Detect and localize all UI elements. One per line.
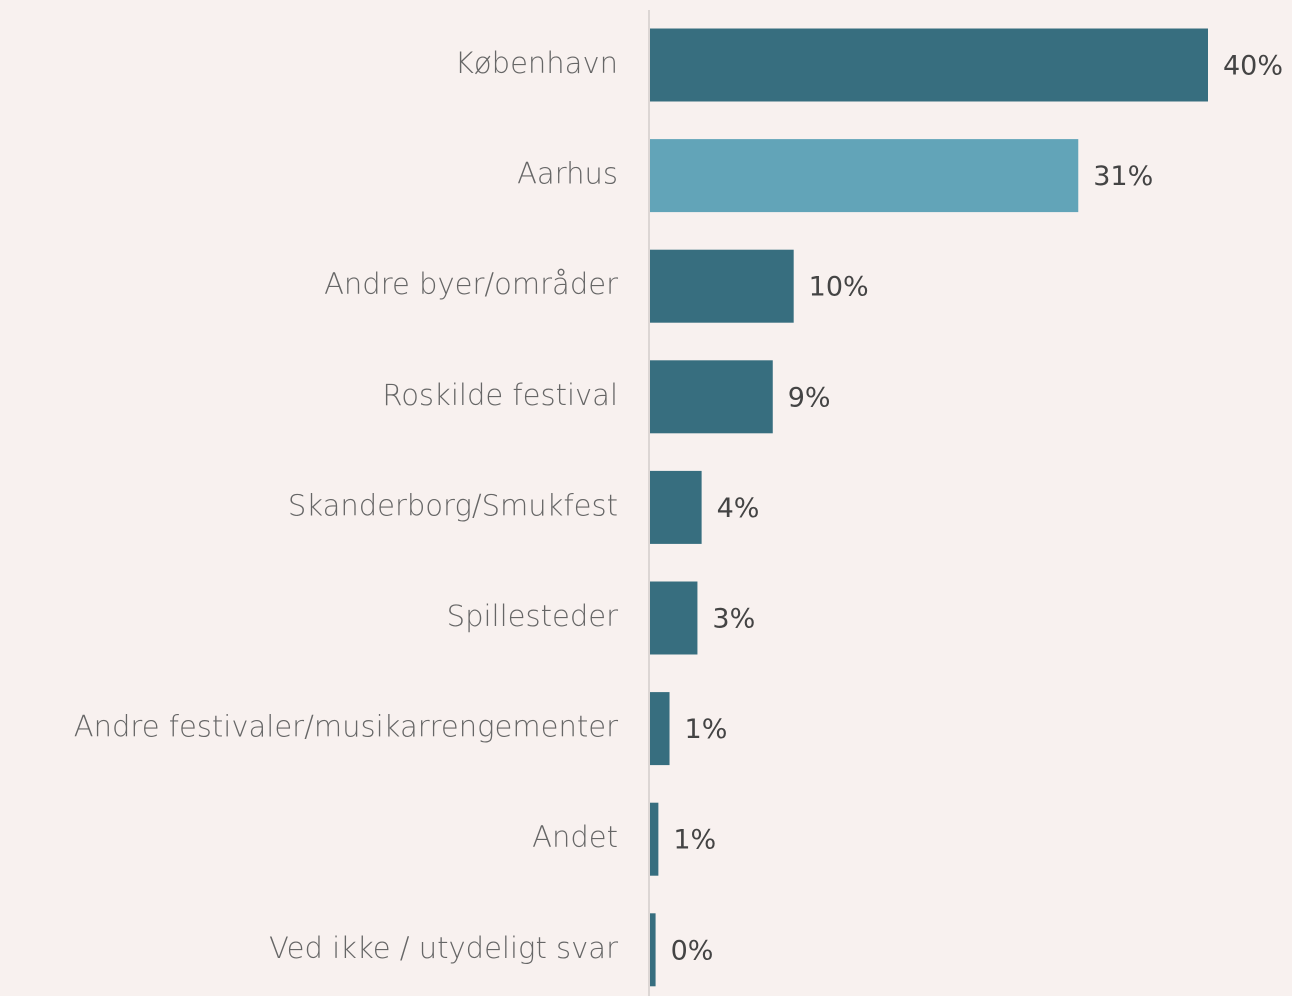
bar [650, 249, 794, 323]
category-label: Skanderborg/Smukfest [288, 488, 618, 522]
bar [650, 692, 670, 766]
value-label: 4% [717, 493, 760, 524]
bar [650, 581, 698, 655]
category-label: Ved ikke / utydeligt svar [269, 931, 618, 965]
value-label: 10% [809, 272, 869, 303]
category-label: Aarhus [517, 157, 618, 191]
bar [650, 470, 702, 544]
bar [650, 28, 1208, 102]
value-label: 1% [685, 714, 728, 745]
value-label: 1% [673, 825, 716, 856]
category-label: Andre festivaler/musikarrengementer [74, 710, 618, 744]
value-label: 31% [1093, 161, 1153, 192]
category-label: Spillesteder [447, 599, 618, 633]
bar [650, 139, 1079, 213]
value-label: 9% [788, 382, 831, 413]
category-label: København [455, 46, 618, 80]
category-label: Andet [532, 820, 618, 854]
category-label: Roskilde festival [382, 378, 618, 412]
bar [650, 802, 659, 876]
value-label: 0% [671, 935, 714, 966]
value-label: 3% [712, 604, 755, 635]
bar [650, 913, 656, 987]
category-label: Andre byer/områder [324, 267, 618, 301]
bar [650, 360, 773, 434]
value-label: 40% [1223, 51, 1283, 82]
